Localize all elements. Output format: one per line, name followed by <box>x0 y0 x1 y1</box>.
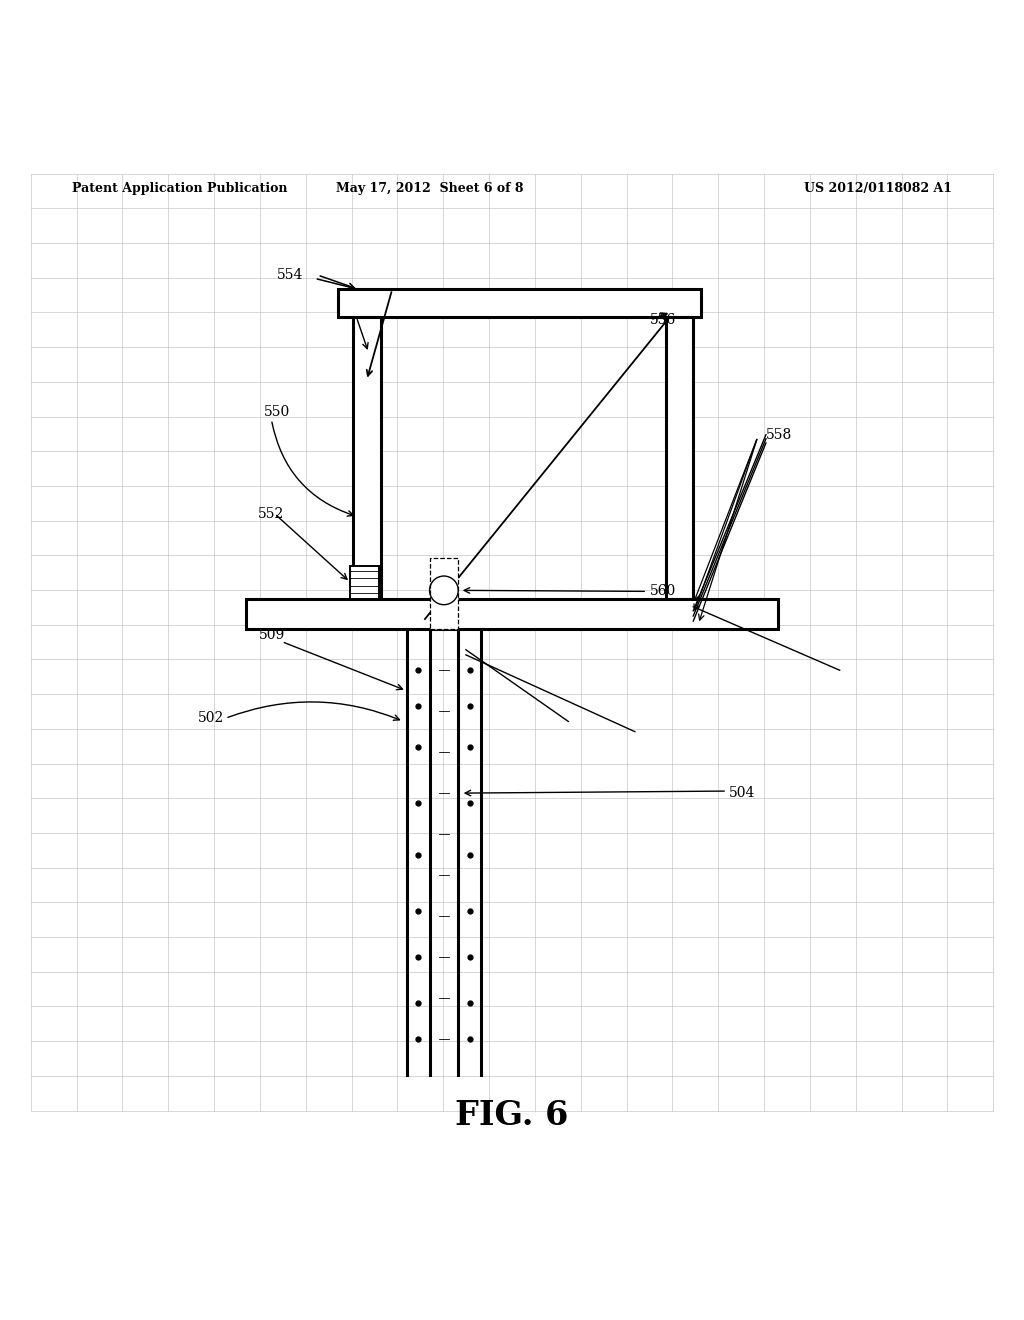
Text: 502: 502 <box>198 711 224 726</box>
Text: 552: 552 <box>258 507 285 520</box>
Text: US 2012/0118082 A1: US 2012/0118082 A1 <box>804 182 952 195</box>
Bar <box>353 317 381 598</box>
Bar <box>666 317 693 598</box>
Bar <box>246 598 778 630</box>
Text: 554: 554 <box>276 268 303 282</box>
Text: 558: 558 <box>766 428 793 442</box>
Text: 556: 556 <box>650 313 677 327</box>
Text: Patent Application Publication: Patent Application Publication <box>72 182 287 195</box>
Bar <box>350 566 379 598</box>
Text: 504: 504 <box>729 787 756 800</box>
Text: 509: 509 <box>259 628 286 643</box>
Text: FIG. 6: FIG. 6 <box>456 1100 568 1133</box>
Text: May 17, 2012  Sheet 6 of 8: May 17, 2012 Sheet 6 of 8 <box>336 182 524 195</box>
Bar <box>338 289 701 317</box>
Text: 550: 550 <box>264 405 291 420</box>
Bar <box>430 557 458 630</box>
Text: 560: 560 <box>650 585 677 598</box>
